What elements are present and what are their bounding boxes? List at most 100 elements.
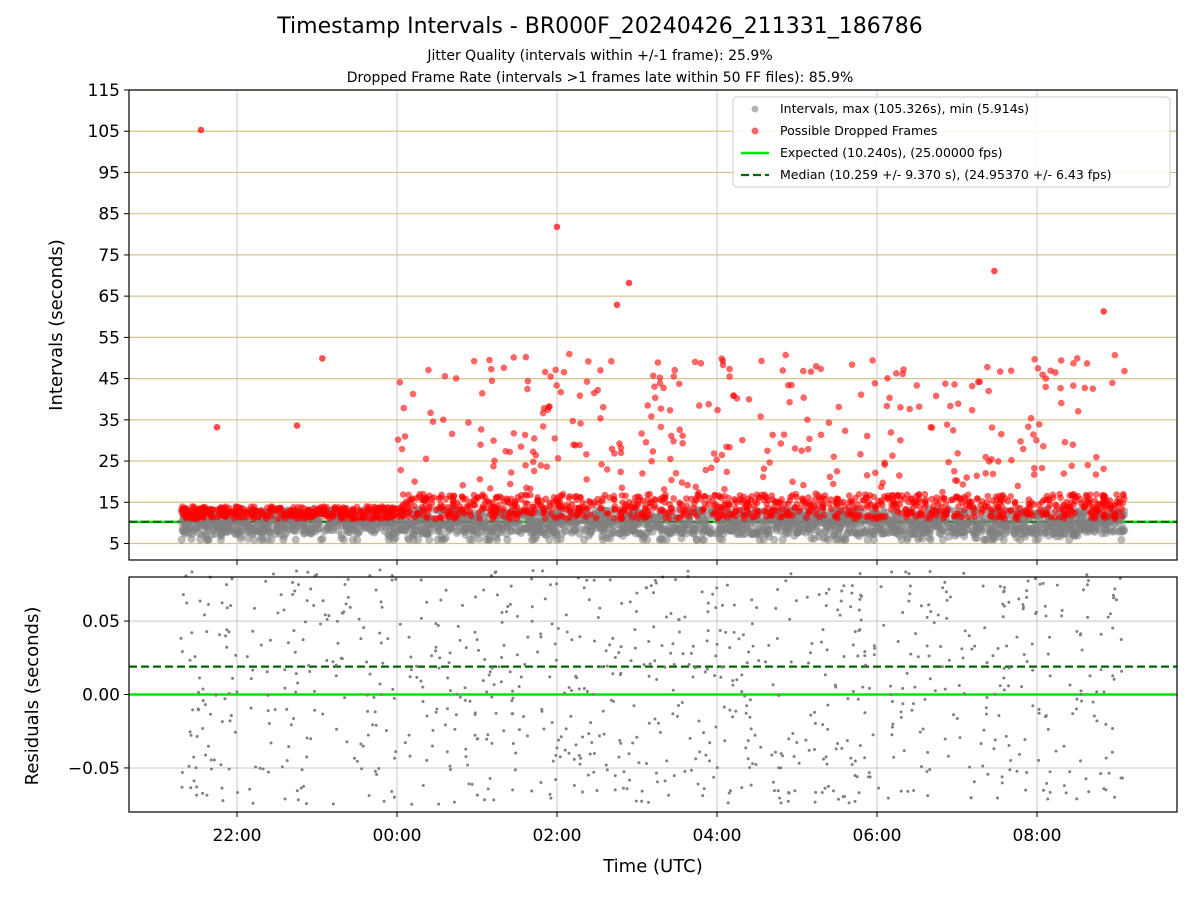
residual-point	[708, 741, 712, 745]
residual-point	[592, 752, 596, 756]
residual-point	[1030, 642, 1034, 646]
residual-point	[336, 641, 340, 645]
dropped-frame-point	[601, 491, 609, 499]
dropped-frame-point	[949, 427, 957, 434]
residual-point	[439, 598, 443, 602]
residual-point	[548, 583, 552, 587]
dropped-frame-outlier-point	[213, 423, 221, 431]
residual-point	[201, 726, 205, 730]
dropped-frame-point	[649, 372, 657, 380]
residual-point	[563, 691, 567, 695]
residual-point	[845, 739, 849, 743]
residual-point	[961, 656, 965, 660]
residual-point	[842, 584, 846, 588]
intervals-plot-frame	[128, 89, 1178, 561]
residual-point	[565, 630, 569, 634]
dropped-frame-point	[576, 441, 583, 449]
residual-point	[530, 619, 534, 623]
residual-point	[468, 699, 472, 703]
dropped-frame-point	[439, 416, 447, 424]
interval-point	[739, 530, 748, 539]
residual-point	[855, 775, 859, 779]
dropped-frame-point	[629, 514, 636, 521]
dropped-frame-point	[895, 472, 903, 479]
residual-point	[1026, 579, 1030, 583]
residual-point	[294, 672, 298, 676]
interval-point	[409, 535, 418, 544]
residual-point	[846, 697, 850, 701]
dropped-frame-point	[940, 495, 948, 502]
residual-point	[1031, 704, 1035, 708]
residual-point	[407, 733, 411, 737]
dropped-frame-point	[1057, 399, 1065, 407]
dropped-frame-point	[551, 514, 558, 521]
residual-point	[795, 741, 799, 745]
residual-point	[180, 650, 184, 654]
dropped-frame-point	[547, 373, 554, 380]
residual-point	[463, 698, 467, 702]
dropped-frame-point	[448, 430, 456, 438]
residual-point	[728, 789, 732, 793]
residual-point	[515, 653, 519, 657]
dropped-frame-point	[915, 498, 923, 505]
dropped-frame-point	[502, 447, 509, 455]
residual-point	[824, 591, 828, 595]
residual-point	[925, 769, 929, 773]
dropped-frame-point	[651, 383, 658, 390]
residual-point	[203, 613, 207, 617]
residual-point	[620, 601, 624, 605]
residual-point	[943, 580, 947, 584]
interval-point	[692, 535, 701, 544]
dropped-frame-point	[922, 501, 930, 508]
dropped-frame-point	[793, 500, 801, 508]
residual-point	[907, 572, 911, 576]
residual-point	[839, 599, 843, 603]
residual-point	[1092, 714, 1096, 718]
residual-point	[993, 692, 997, 696]
residual-point	[227, 692, 231, 696]
dropped-frame-point	[611, 450, 618, 457]
residual-point	[551, 759, 555, 763]
residual-point	[344, 602, 348, 606]
residual-point	[619, 645, 623, 649]
residual-point	[821, 628, 825, 632]
dropped-frame-point	[883, 402, 891, 410]
residual-point	[750, 598, 754, 602]
residual-point	[185, 601, 189, 605]
interval-point	[913, 519, 922, 528]
dropped-frame-point	[1019, 445, 1027, 453]
dropped-frame-point	[968, 406, 976, 414]
dropped-frame-point	[667, 505, 675, 512]
residual-point	[914, 632, 918, 636]
dropped-frame-point	[1026, 501, 1033, 509]
residual-point	[421, 685, 425, 689]
residual-point	[943, 687, 947, 691]
residual-point	[702, 787, 706, 791]
residual-point	[741, 633, 745, 637]
residual-point	[1002, 676, 1006, 680]
legend-dropped-marker	[751, 127, 759, 135]
dropped-frame-point	[274, 508, 282, 515]
residual-point	[386, 637, 390, 641]
residual-point	[890, 699, 894, 703]
dropped-frame-point	[863, 472, 871, 479]
interval-point	[1027, 525, 1036, 534]
residual-point	[731, 679, 735, 683]
residual-point	[613, 774, 617, 778]
dropped-frame-point	[1119, 490, 1127, 498]
dropped-frame-point	[708, 464, 715, 472]
dropped-frame-point	[450, 492, 458, 499]
interval-point	[986, 523, 995, 532]
x-tick-label: 06:00	[853, 826, 902, 846]
residual-point	[1005, 644, 1009, 648]
dropped-frame-point	[1069, 382, 1077, 389]
dropped-frame-point	[932, 392, 940, 400]
residual-point	[850, 584, 854, 588]
residual-point	[726, 801, 730, 805]
residual-point	[871, 733, 875, 737]
residual-point	[456, 624, 460, 628]
residual-point	[1081, 588, 1085, 592]
residual-point	[1113, 587, 1117, 591]
dropped-frame-point	[577, 494, 584, 501]
dropped-frame-point	[857, 512, 864, 520]
